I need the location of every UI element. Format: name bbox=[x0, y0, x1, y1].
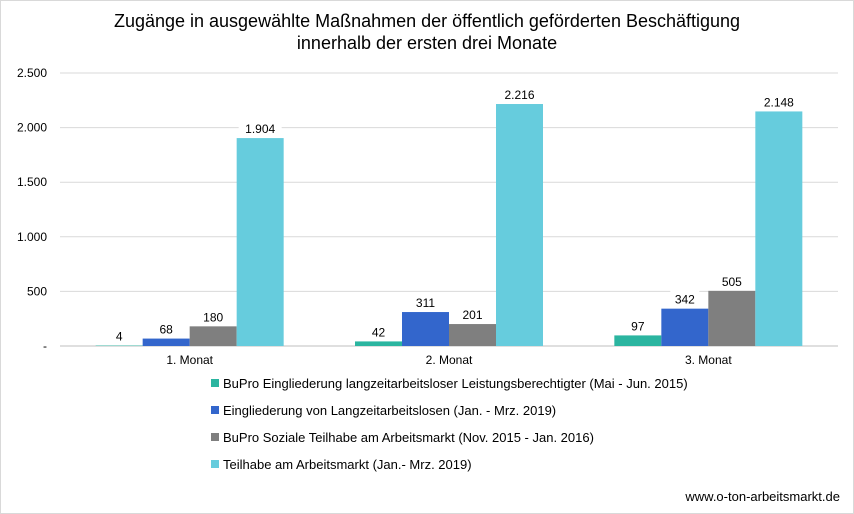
legend-swatch-series-2 bbox=[211, 406, 219, 414]
data-label: 342 bbox=[675, 293, 695, 307]
data-label: 311 bbox=[416, 296, 435, 310]
legend-label-series-3: BuPro Soziale Teilhabe am Arbeitsmarkt (… bbox=[223, 430, 594, 445]
bar bbox=[402, 312, 449, 346]
bar bbox=[142, 338, 190, 346]
x-tick-label: 2. Monat bbox=[426, 353, 473, 367]
data-label: 68 bbox=[159, 323, 173, 337]
data-label-box bbox=[155, 319, 178, 338]
bar bbox=[496, 104, 543, 346]
bar bbox=[355, 341, 402, 346]
data-label: 42 bbox=[372, 325, 386, 339]
legend: BuPro Eingliederung langzeitarbeitsloser… bbox=[211, 374, 688, 482]
data-label-box bbox=[238, 119, 282, 138]
data-label: 2.216 bbox=[504, 88, 534, 102]
data-label: 180 bbox=[203, 310, 223, 324]
x-tick-label: 1. Monat bbox=[166, 353, 213, 367]
legend-swatch-series-3 bbox=[211, 433, 219, 441]
data-label: 201 bbox=[462, 308, 482, 322]
chart-title-line-2: innerhalb der ersten drei Monate bbox=[296, 33, 558, 53]
legend-label-series-4: Teilhabe am Arbeitsmarkt (Jan.- Mrz. 201… bbox=[223, 457, 472, 472]
data-label-box bbox=[458, 305, 487, 324]
bar bbox=[755, 111, 803, 346]
legend-item-series-3: BuPro Soziale Teilhabe am Arbeitsmarkt (… bbox=[211, 428, 688, 448]
source-link[interactable]: www.o-ton-arbeitsmarkt.de bbox=[685, 489, 840, 504]
data-label-box bbox=[498, 85, 541, 104]
legend-item-series-2: Eingliederung von Langzeitarbeitslosen (… bbox=[211, 401, 688, 421]
data-label-box bbox=[757, 92, 801, 111]
chart-title: Zugänge in ausgewählte Maßnahmen der öff… bbox=[0, 10, 854, 54]
bar bbox=[614, 335, 662, 346]
data-label-box bbox=[367, 322, 390, 341]
bar bbox=[661, 308, 709, 346]
data-label: 4 bbox=[116, 330, 123, 344]
data-label: 97 bbox=[631, 319, 645, 333]
y-tick-label: 1.500 bbox=[17, 175, 47, 189]
bar bbox=[449, 324, 496, 346]
chart-title-line-1: Zugänge in ausgewählte Maßnahmen der öff… bbox=[113, 11, 741, 31]
data-label: 505 bbox=[722, 275, 742, 289]
legend-item-series-1: BuPro Eingliederung langzeitarbeitsloser… bbox=[211, 374, 688, 394]
y-tick-label: 1.000 bbox=[17, 230, 47, 244]
data-label-box bbox=[670, 289, 700, 308]
y-tick-label: 500 bbox=[27, 284, 47, 298]
data-label-box bbox=[111, 326, 127, 345]
data-label-box bbox=[626, 316, 649, 335]
legend-item-series-4: Teilhabe am Arbeitsmarkt (Jan.- Mrz. 201… bbox=[211, 455, 688, 475]
y-tick-label: - bbox=[43, 339, 47, 353]
data-label: 1.904 bbox=[245, 122, 275, 136]
legend-swatch-series-1 bbox=[211, 379, 219, 387]
data-label-box bbox=[411, 293, 440, 312]
y-tick-label: 2.500 bbox=[17, 66, 47, 80]
data-label-box bbox=[717, 271, 747, 290]
bar bbox=[236, 138, 284, 346]
data-label: 2.148 bbox=[764, 95, 794, 109]
x-tick-label: 3. Monat bbox=[685, 353, 732, 367]
y-tick-label: 2.000 bbox=[17, 121, 47, 135]
legend-label-series-1: BuPro Eingliederung langzeitarbeitsloser… bbox=[223, 376, 688, 391]
legend-swatch-series-4 bbox=[211, 460, 219, 468]
legend-label-series-2: Eingliederung von Langzeitarbeitslosen (… bbox=[223, 403, 557, 418]
bar bbox=[708, 290, 756, 346]
bar bbox=[189, 326, 237, 346]
data-label-box bbox=[198, 307, 228, 326]
